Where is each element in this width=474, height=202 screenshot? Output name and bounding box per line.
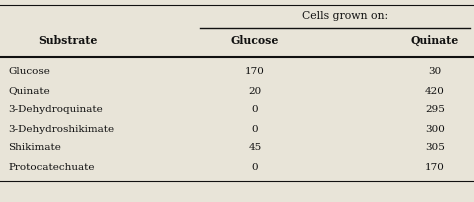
Text: Substrate: Substrate [38, 35, 98, 45]
Text: 170: 170 [425, 162, 445, 171]
Text: Glucose: Glucose [8, 67, 50, 77]
Text: Cells grown on:: Cells grown on: [302, 11, 388, 21]
Text: 45: 45 [248, 143, 262, 153]
Text: Shikimate: Shikimate [8, 143, 61, 153]
Text: 3-Dehydroshikimate: 3-Dehydroshikimate [8, 124, 114, 134]
Text: 170: 170 [245, 67, 265, 77]
Text: 3-Dehydroquinate: 3-Dehydroquinate [8, 105, 103, 115]
Text: 20: 20 [248, 86, 262, 96]
Text: 0: 0 [252, 124, 258, 134]
Text: 305: 305 [425, 143, 445, 153]
Text: Quinate: Quinate [411, 34, 459, 46]
Text: 300: 300 [425, 124, 445, 134]
Text: Protocatechuate: Protocatechuate [8, 162, 94, 171]
Text: 420: 420 [425, 86, 445, 96]
Text: Glucose: Glucose [231, 35, 279, 45]
Text: 30: 30 [428, 67, 442, 77]
Text: Quinate: Quinate [8, 86, 50, 96]
Text: 0: 0 [252, 105, 258, 115]
Text: 295: 295 [425, 105, 445, 115]
Text: 0: 0 [252, 162, 258, 171]
